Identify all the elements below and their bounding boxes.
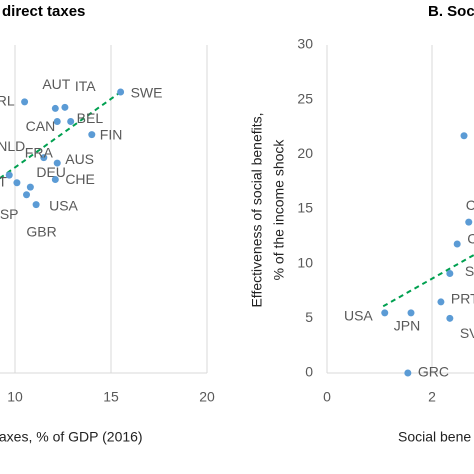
point: [13, 179, 21, 187]
chart-title: direct taxes: [2, 3, 85, 20]
point: [88, 131, 96, 139]
x-tick-label: 20: [199, 389, 215, 405]
point: [381, 309, 389, 317]
point-label: FRA: [25, 144, 54, 160]
point: [407, 309, 415, 317]
point: [21, 98, 29, 106]
point-label: C: [467, 231, 474, 247]
point: [26, 183, 34, 191]
y-tick-label: 30: [297, 36, 313, 52]
y-tick-label: 10: [297, 254, 313, 270]
point-label: CAN: [26, 118, 56, 134]
point-label: FIN: [100, 126, 123, 142]
point-label: USA: [344, 308, 373, 324]
point: [61, 103, 69, 111]
point: [53, 118, 61, 126]
point: [465, 218, 473, 226]
point: [51, 175, 59, 183]
x-tick-label: 15: [103, 389, 119, 405]
point: [23, 191, 31, 199]
point-label: JPN: [394, 318, 420, 334]
point: [453, 240, 461, 248]
x-axis-title: taxes, % of GDP (2016): [0, 429, 143, 445]
point-label: C: [466, 197, 474, 213]
point: [67, 118, 75, 126]
trend-line: [0, 91, 122, 180]
point-label: GBR: [26, 223, 56, 239]
y-axis-title: % of the income shock: [271, 139, 287, 281]
chart-title: B. Soc: [428, 3, 474, 20]
point-label: SWE: [131, 85, 163, 101]
point-label: T: [0, 173, 7, 189]
point-label: DEU: [36, 164, 66, 180]
y-tick-label: 5: [305, 309, 313, 325]
point-label: NLD: [0, 138, 25, 154]
point: [446, 270, 454, 278]
point: [460, 132, 468, 140]
x-axis-title: Social bene: [398, 429, 471, 445]
point-label: SW: [465, 263, 474, 279]
point: [404, 369, 412, 377]
y-tick-label: 0: [305, 364, 313, 380]
point-label: AUT: [42, 76, 70, 92]
point-label: SP: [0, 206, 18, 222]
point: [32, 201, 40, 209]
y-axis-title: Effectiveness of social benefits,: [249, 112, 265, 307]
point: [446, 314, 454, 322]
point-label: ITA: [75, 78, 96, 94]
point: [40, 154, 48, 162]
point-label: RL: [0, 93, 15, 109]
point: [5, 171, 13, 179]
y-tick-label: 25: [297, 90, 313, 106]
y-tick-label: 20: [297, 145, 313, 161]
point-label: CHE: [65, 171, 95, 187]
point: [53, 159, 61, 167]
point: [437, 298, 445, 306]
point-label: AUS: [65, 151, 94, 167]
point-label: SV: [460, 325, 474, 341]
point: [51, 104, 59, 112]
point-label: USA: [49, 197, 78, 213]
point-label: PRT: [451, 291, 474, 307]
x-tick-label: 2: [428, 389, 436, 405]
point-label: GRC: [418, 364, 449, 380]
point-label: BEL: [77, 110, 104, 126]
x-tick-label: 0: [323, 389, 331, 405]
x-tick-label: 10: [7, 389, 23, 405]
y-tick-label: 15: [297, 200, 313, 216]
point: [117, 88, 125, 96]
